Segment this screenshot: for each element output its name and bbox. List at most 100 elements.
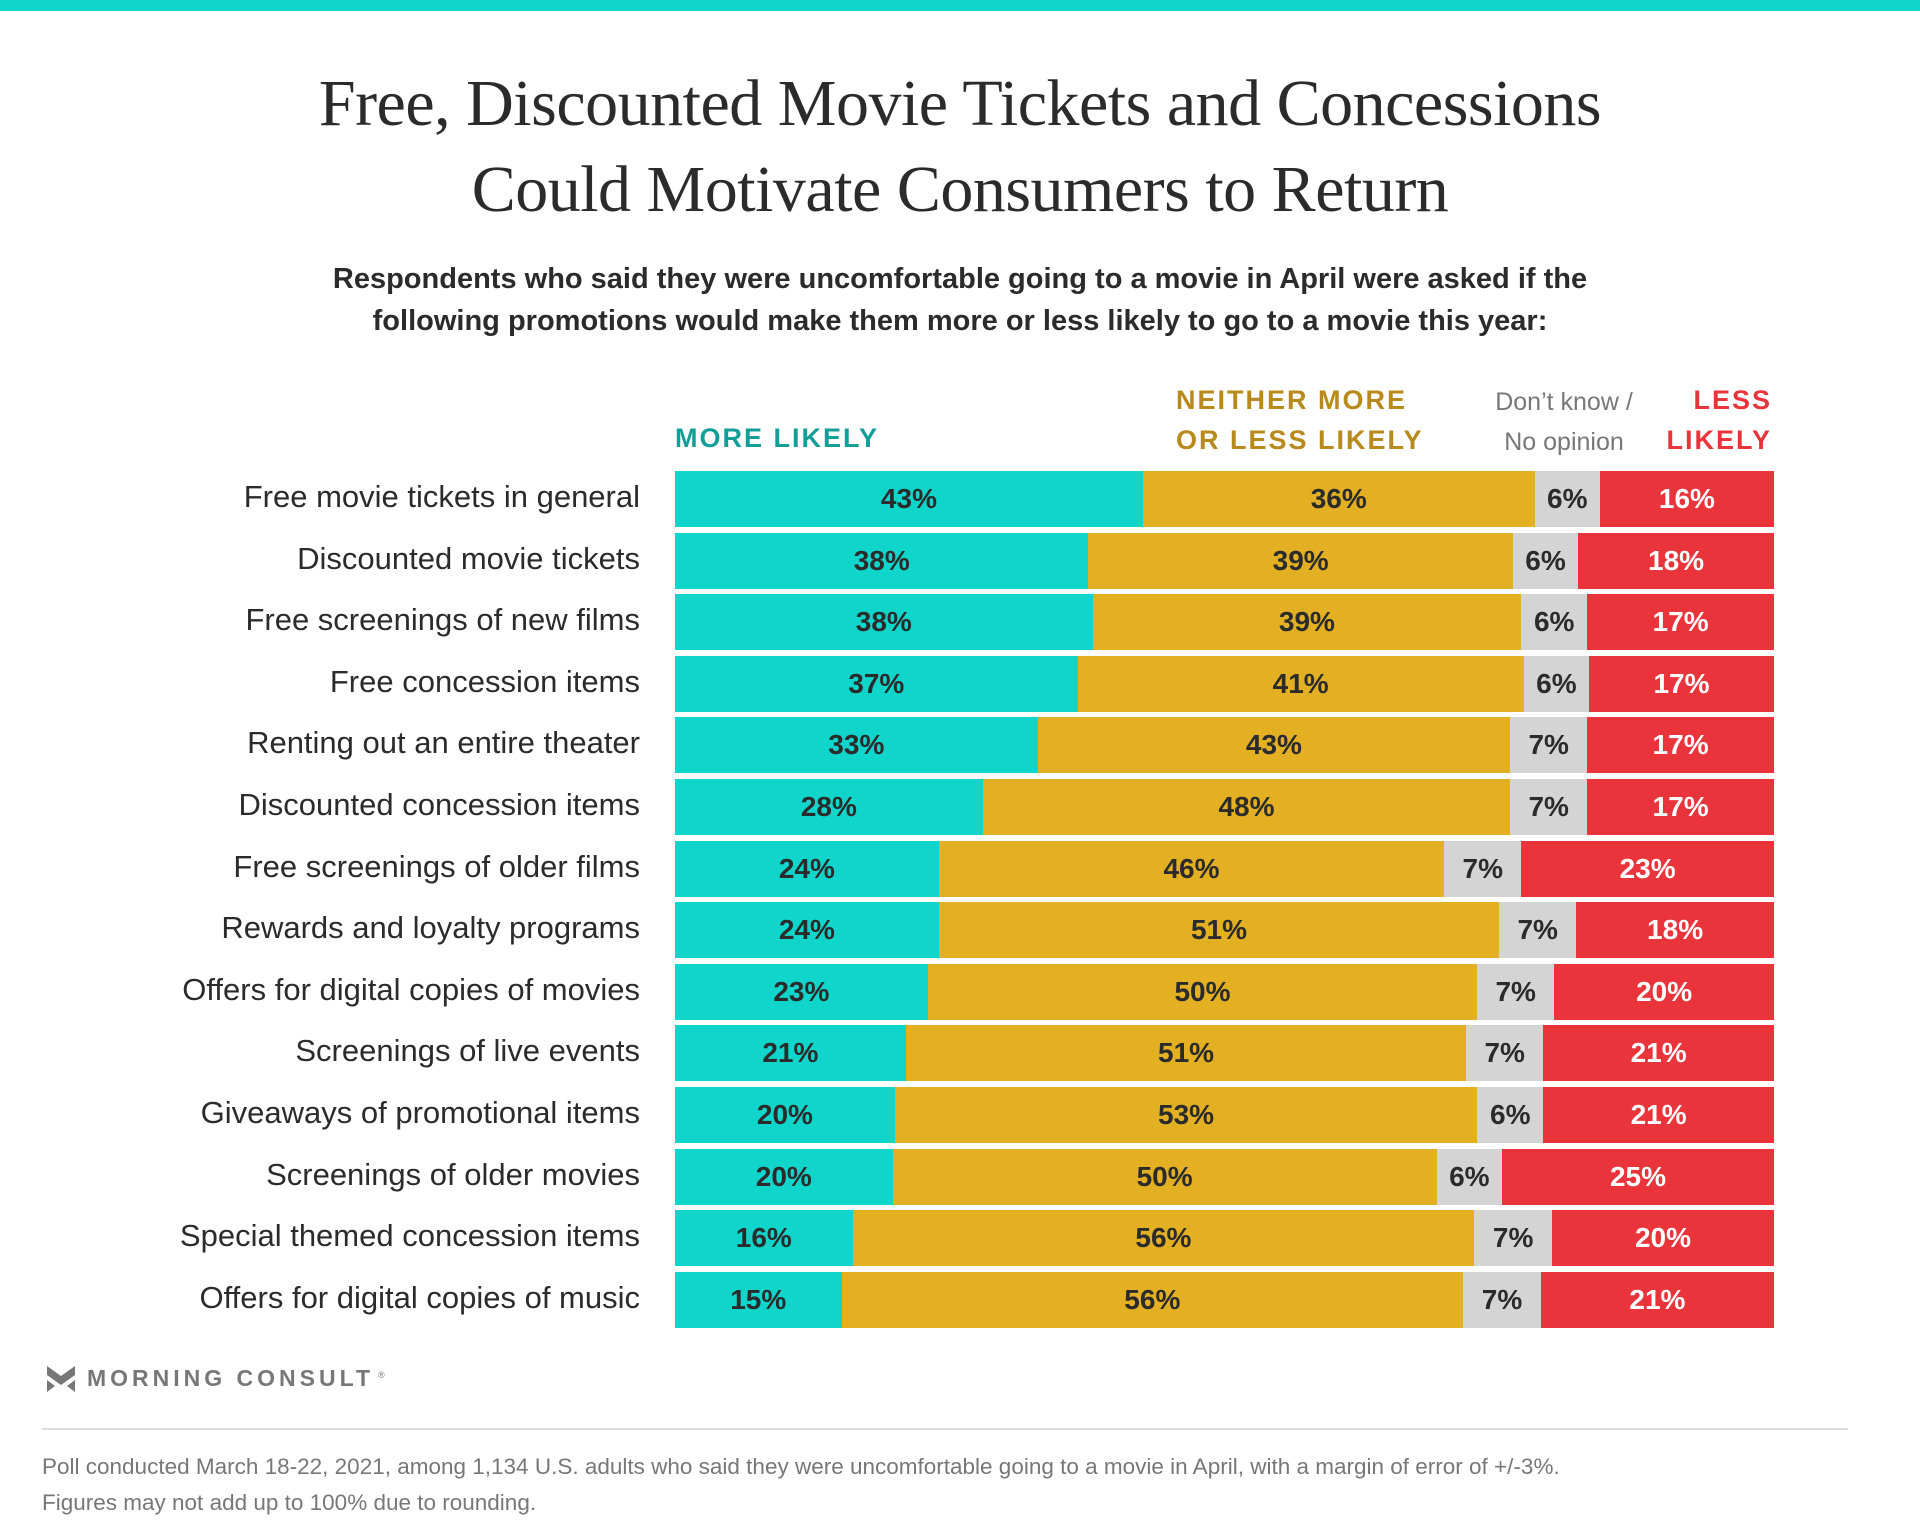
morning-consult-chevron-icon: [47, 1365, 75, 1392]
bar-segment-more-likely: 24%: [675, 902, 939, 959]
data-label: 43%: [880, 483, 937, 514]
data-label: 17%: [1653, 667, 1710, 699]
registered-mark: ®: [378, 1369, 385, 1380]
bar-segment-dont-know: 6%: [1523, 655, 1589, 712]
legend-less-likely: LESS LIKELY: [1666, 380, 1772, 460]
data-label: 7%: [1492, 1222, 1534, 1254]
data-label: 7%: [1484, 1037, 1525, 1069]
bar-segment-neither: 50%: [892, 1148, 1437, 1205]
bar-segment-neither: 51%: [905, 1025, 1467, 1082]
data-label: 6%: [1547, 483, 1588, 514]
data-label: 16%: [1658, 483, 1715, 514]
data-label: 28%: [800, 791, 857, 822]
chart-title-line-1: Free, Discounted Movie Tickets and Conce…: [318, 67, 1602, 140]
bar-segment-more-likely: 15%: [675, 1271, 842, 1328]
category-label: Renting out an entire theater: [247, 725, 640, 761]
data-label: 21%: [1630, 1099, 1687, 1130]
category-label: Screenings of older movies: [266, 1156, 640, 1192]
bar-segment-dont-know: 6%: [1477, 1087, 1544, 1143]
bar-segment-less-likely: 21%: [1540, 1271, 1774, 1328]
bar-segment-dont-know: 7%: [1463, 1271, 1541, 1328]
data-label: 53%: [1158, 1099, 1215, 1130]
data-label: 51%: [1190, 914, 1248, 946]
data-label: 6%: [1533, 606, 1575, 638]
data-label: 38%: [853, 544, 910, 576]
bar-segment-less-likely: 17%: [1587, 779, 1774, 835]
data-label: 7%: [1462, 852, 1503, 884]
bar-segment-dont-know: 6%: [1534, 471, 1600, 527]
bar-segment-dont-know: 6%: [1512, 532, 1579, 589]
legend-neither-line-2: OR LESS LIKELY: [1176, 425, 1424, 455]
category-label: Free concession items: [329, 663, 640, 699]
data-label: 20%: [1634, 1222, 1691, 1254]
bar-segment-neither: 56%: [841, 1271, 1464, 1328]
bar-segment-neither: 36%: [1142, 471, 1535, 527]
legend-neither: NEITHER MORE OR LESS LIKELY: [1176, 380, 1424, 460]
bar-segment-dont-know: 6%: [1436, 1148, 1502, 1205]
data-label: 50%: [1136, 1160, 1193, 1192]
bar-segment-less-likely: 21%: [1543, 1087, 1774, 1143]
data-label: 6%: [1449, 1160, 1490, 1192]
bar-segment-less-likely: 18%: [1578, 532, 1774, 589]
footnote-methodology: Poll conducted March 18-22, 2021, among …: [42, 1454, 1560, 1479]
legend-less-line-2: LIKELY: [1666, 425, 1772, 455]
category-label: Free screenings of new films: [245, 602, 640, 638]
data-label: 48%: [1218, 791, 1275, 822]
bar-segment-dont-know: 7%: [1477, 963, 1555, 1020]
category-label: Discounted concession items: [238, 787, 640, 822]
legend-dont-know-line-1: Don’t know /: [1495, 388, 1633, 416]
category-label: Giveaways of promotional items: [200, 1095, 640, 1130]
data-label: 21%: [762, 1037, 819, 1069]
bar-segment-more-likely: 16%: [675, 1210, 853, 1267]
bar-segment-neither: 48%: [982, 779, 1511, 835]
chart-subtitle-line-1: Respondents who said they were uncomfort…: [332, 263, 1588, 295]
bar-segment-dont-know: 7%: [1466, 1025, 1544, 1082]
footnote-rounding: Figures may not add up to 100% due to ro…: [42, 1490, 537, 1515]
bar-segment-neither: 53%: [894, 1087, 1478, 1143]
category-label: Offers for digital copies of movies: [182, 971, 640, 1007]
data-label: 39%: [1278, 606, 1335, 638]
data-label: 6%: [1490, 1099, 1531, 1130]
data-label: 33%: [828, 729, 885, 761]
bar-segment-neither: 39%: [1088, 532, 1513, 589]
bar-segment-more-likely: 21%: [675, 1025, 906, 1082]
top-accent-bar: [0, 0, 1920, 11]
data-label: 18%: [1648, 544, 1705, 576]
data-label: 7%: [1481, 1283, 1523, 1315]
bar-segment-less-likely: 17%: [1587, 717, 1774, 774]
data-label: 46%: [1163, 852, 1220, 884]
category-label: Special themed concession items: [179, 1218, 640, 1254]
legend-neither-line-1: NEITHER MORE: [1176, 385, 1408, 415]
data-label: 51%: [1158, 1037, 1215, 1069]
bar-segment-neither: 43%: [1037, 717, 1511, 774]
bar-segment-more-likely: 33%: [675, 717, 1038, 774]
bar-segment-less-likely: 17%: [1587, 594, 1774, 651]
bar-segment-dont-know: 7%: [1499, 902, 1577, 959]
data-label: 15%: [730, 1283, 787, 1315]
data-label: 39%: [1272, 544, 1329, 576]
bar-segment-dont-know: 7%: [1444, 840, 1522, 897]
category-label: Offers for digital copies of music: [199, 1279, 641, 1315]
data-label: 17%: [1652, 606, 1709, 638]
legend-dont-know: Don’t know / No opinion: [1474, 382, 1654, 462]
category-label: Screenings of live events: [295, 1033, 640, 1069]
data-label: 56%: [1124, 1283, 1181, 1315]
chart-title-line-2: Could Motivate Consumers to Return: [471, 153, 1449, 226]
bar-segment-neither: 51%: [938, 902, 1500, 959]
bar-segment-less-likely: 16%: [1599, 471, 1774, 527]
bar-segment-dont-know: 7%: [1510, 717, 1588, 774]
bar-segment-less-likely: 25%: [1501, 1148, 1774, 1205]
category-label: Free movie tickets in general: [243, 479, 640, 514]
data-label: 36%: [1310, 483, 1367, 514]
legend-more-likely: MORE LIKELY: [675, 418, 879, 458]
data-label: 23%: [1619, 852, 1676, 884]
data-label: 43%: [1245, 729, 1302, 761]
bar-segment-dont-know: 7%: [1474, 1210, 1552, 1267]
data-label: 7%: [1517, 914, 1558, 946]
data-label: 20%: [755, 1160, 812, 1192]
bar-segment-neither: 46%: [938, 840, 1445, 897]
data-label: 23%: [773, 975, 830, 1007]
bar-segment-neither: 39%: [1092, 594, 1522, 651]
data-label: 24%: [778, 852, 835, 884]
data-label: 18%: [1647, 914, 1704, 946]
